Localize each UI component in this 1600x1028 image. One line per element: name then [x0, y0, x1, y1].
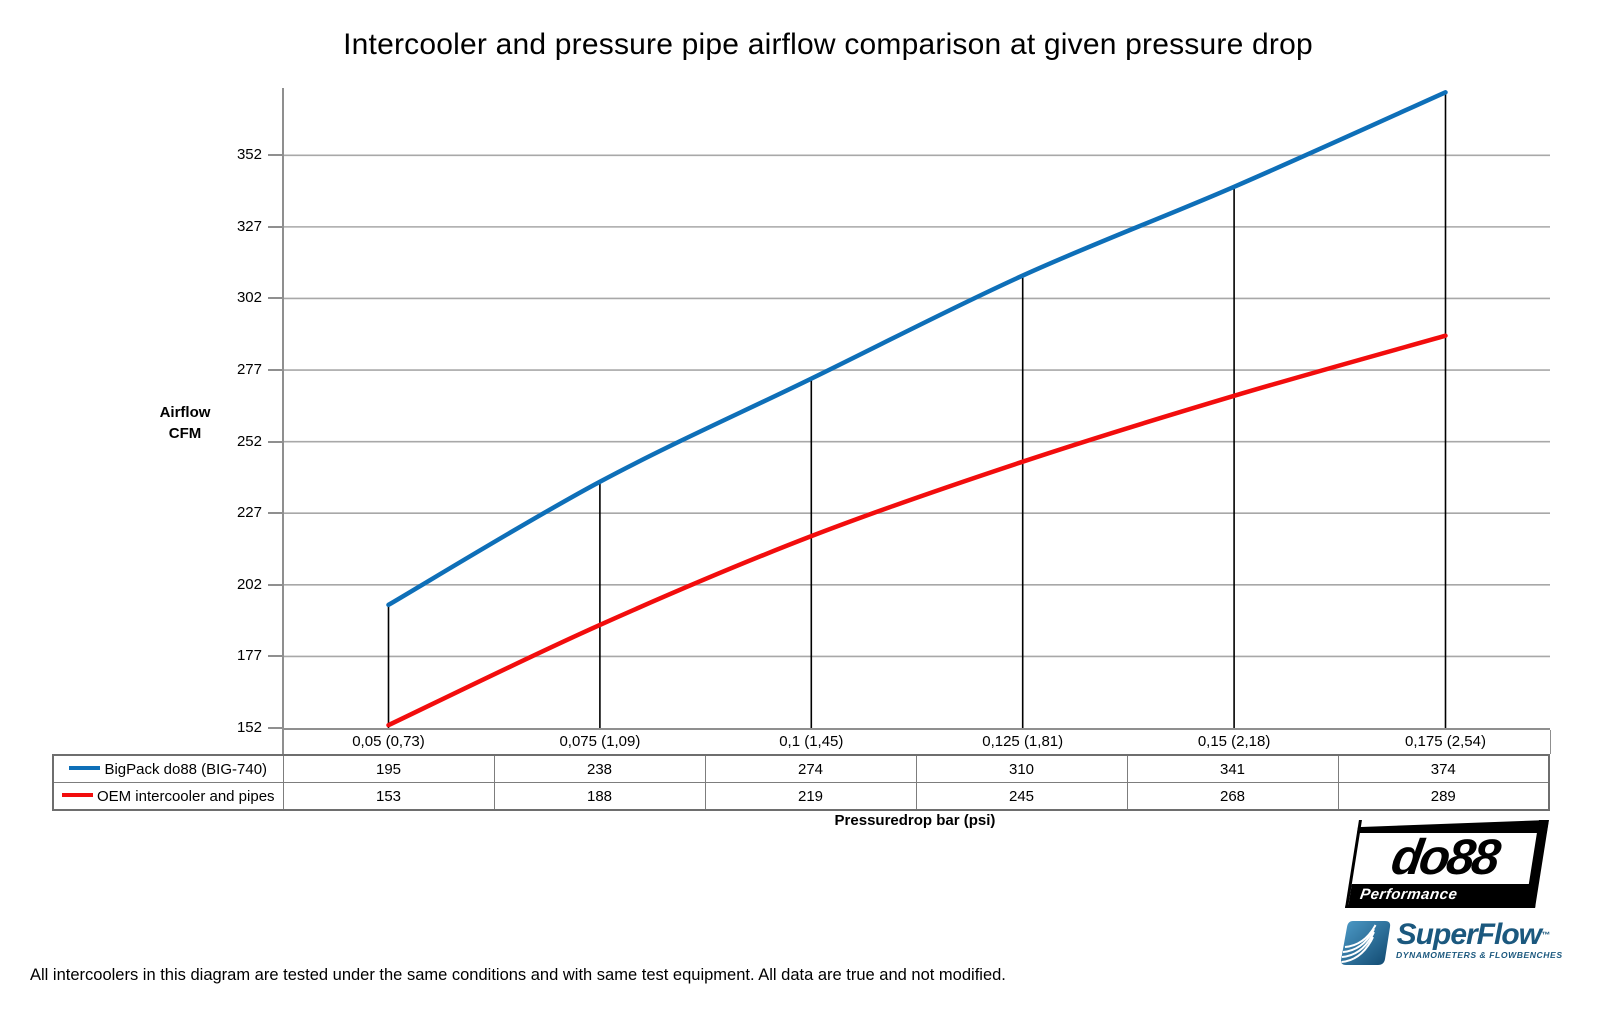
superflow-icon	[1341, 921, 1391, 965]
value-cell-0-1: 238	[493, 754, 706, 783]
y-tick-mark-227	[268, 512, 282, 515]
y-tick-mark-352	[268, 154, 282, 157]
y-axis-title: Airflow CFM	[120, 402, 250, 444]
legend-cell-1: OEM intercooler and pipes	[52, 782, 284, 811]
value-cell-0-4: 341	[1126, 754, 1339, 783]
y-tick-label-252: 252	[236, 432, 262, 450]
x-category-label-5: 0,175 (2,54)	[1405, 733, 1486, 750]
y-tick-mark-327	[268, 225, 282, 228]
superflow-logo-tagline: DYNAMOMETERS & FLOWBENCHES	[1396, 950, 1563, 960]
do88-logo-tagline: Performance	[1348, 884, 1535, 905]
x-axis-labels: 0,05 (0,73) 0,075 (1,09) 0,1 (1,45) 0,125 (…	[282, 730, 1551, 754]
y-tick-label-352: 352	[236, 146, 262, 164]
y-tick-label-277: 277	[236, 361, 262, 379]
legend-series-name: OEM intercooler and pipes	[96, 787, 275, 805]
y-tick-label-302: 302	[236, 289, 262, 307]
series-line-oem-intercooler-and-pipes	[386, 333, 1448, 728]
value-cell-1-2: 219	[704, 782, 917, 811]
y-tick-mark-152	[268, 727, 282, 729]
superflow-logo: SuperFlow™ DYNAMOMETERS & FLOWBENCHES	[1312, 918, 1563, 970]
value-cell-1-3: 245	[915, 782, 1128, 811]
chart-title: Intercooler and pressure pipe airflow co…	[343, 28, 1313, 61]
x-axis-title: Pressuredrop bar (psi)	[834, 812, 996, 829]
do88-logo: do88 Performance	[1345, 820, 1549, 908]
value-cell-0-0: 195	[282, 754, 495, 783]
table-row: OEM intercooler and pipes 153 188 219 245 268…	[52, 782, 1550, 811]
y-tick-mark-302	[268, 297, 282, 300]
y-tick-label-327: 327	[236, 217, 262, 235]
y-tick-label-227: 227	[236, 504, 262, 522]
y-tick-label-177: 177	[236, 647, 262, 665]
value-cell-1-0: 153	[282, 782, 495, 811]
value-cell-0-2: 274	[704, 754, 917, 783]
legend-line-swatch	[61, 793, 93, 798]
x-category-label-1: 0,075 (1,09)	[559, 733, 641, 750]
y-tick-mark-252	[268, 440, 282, 443]
legend-cell-0: BigPack do88 (BIG-740)	[52, 754, 284, 783]
table-row: BigPack do88 (BIG-740) 195 238 274 310 341 374	[52, 754, 1550, 783]
data-table: BigPack do88 (BIG-740) 195 238 274 310 341 374…	[52, 754, 1550, 811]
plot-area	[282, 88, 1550, 730]
x-category-label-0: 0,05 (0,73)	[352, 733, 425, 750]
value-cell-1-4: 268	[1126, 782, 1339, 811]
value-cell-0-5: 374	[1337, 754, 1550, 783]
y-tick-label-202: 202	[236, 575, 262, 593]
series-line-bigpack-do88-big-740-	[386, 90, 1448, 608]
value-cell-1-1: 188	[493, 782, 706, 811]
y-tick-label-152: 152	[236, 719, 262, 736]
y-tick-mark-202	[268, 583, 282, 586]
value-cell-1-5: 289	[1337, 782, 1550, 811]
plot-canvas	[284, 90, 1550, 728]
y-tick-mark-277	[268, 369, 282, 372]
x-category-label-4: 0,15 (2,18)	[1197, 733, 1271, 750]
footnote: All intercoolers in this diagram are tes…	[30, 966, 1006, 984]
x-category-label-2: 0,1 (1,45)	[779, 733, 844, 750]
y-axis-title-line1: Airflow	[159, 404, 211, 421]
superflow-logo-text: SuperFlow™	[1396, 918, 1550, 951]
y-axis-title-line2: CFM	[168, 425, 202, 442]
superflow-text-block: SuperFlow™ DYNAMOMETERS & FLOWBENCHES	[1396, 918, 1563, 960]
y-tick-mark-177	[268, 655, 282, 658]
value-cell-0-3: 310	[915, 754, 1128, 783]
do88-logo-text: do88	[1387, 829, 1502, 885]
legend-series-name: BigPack do88 (BIG-740)	[104, 760, 268, 778]
superflow-trademark: ™	[1541, 930, 1550, 940]
legend-line-swatch	[69, 766, 101, 771]
x-category-label-3: 0,125 (1,81)	[982, 733, 1064, 750]
